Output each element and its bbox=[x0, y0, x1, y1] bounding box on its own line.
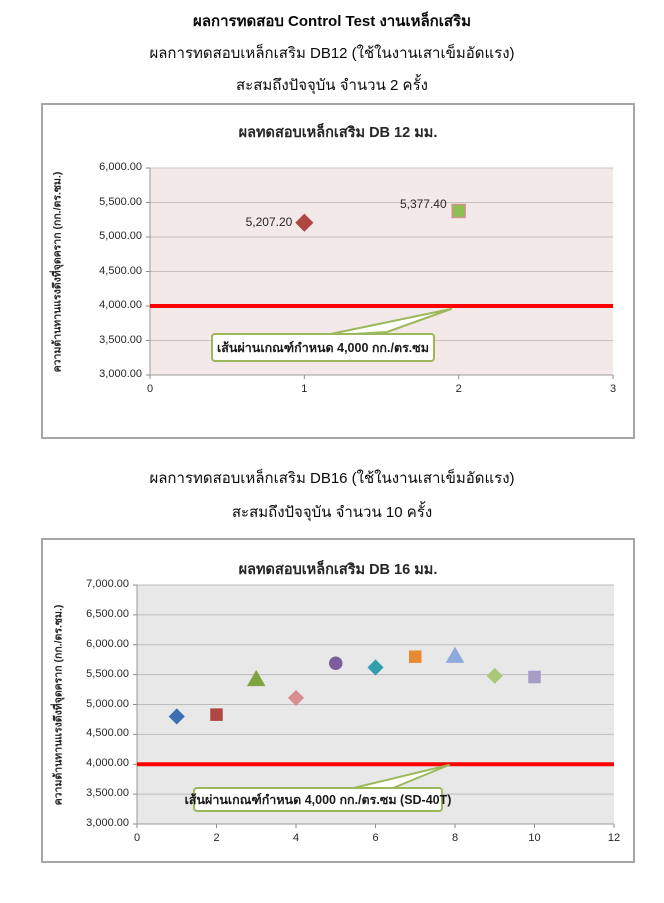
y-tick-label: 4,500.00 bbox=[99, 264, 142, 277]
report-subtitle-db16: ผลการทดสอบเหล็กเสริม DB16 (ใช้ในงานเสาเข… bbox=[149, 470, 515, 487]
data-point bbox=[295, 213, 314, 232]
threshold-callout-text: เส้นผ่านเกณฑ์กำหนด 4,000 กก./ตร.ซม (SD-4… bbox=[184, 792, 452, 807]
point-value-label: 5,207.20 bbox=[245, 214, 293, 229]
y-tick-label: 6,000.00 bbox=[86, 637, 129, 650]
chart-db16: ผลทดสอบเหล็กเสริม DB 16 มม. ความต้านทานแ… bbox=[41, 538, 635, 863]
data-point bbox=[409, 650, 422, 663]
y-tick-label: 4,000.00 bbox=[99, 299, 142, 311]
threshold-callout: เส้นผ่านเกณฑ์กำหนด 4,000 กก./ตร.ซม (SD-4… bbox=[185, 787, 451, 812]
y-tick-label: 6,000.00 bbox=[99, 161, 142, 173]
data-point bbox=[528, 670, 541, 684]
x-tick-label: 6 bbox=[372, 832, 379, 844]
data-point bbox=[329, 656, 343, 671]
report-count-db12: สะสมถึงปัจจุบัน จำนวน 2 ครั้ง bbox=[236, 77, 428, 94]
chart-db12: ผลทดสอบเหล็กเสริม DB 12 มม. ความต้านทานแ… bbox=[41, 103, 635, 439]
y-tick-label: 5,000.00 bbox=[86, 697, 129, 710]
y-tick-label: 3,000.00 bbox=[99, 368, 142, 380]
data-point bbox=[168, 708, 185, 725]
data-point bbox=[210, 708, 223, 721]
y-tick-label: 5,500.00 bbox=[86, 667, 129, 680]
y-tick-label: 5,000.00 bbox=[99, 230, 142, 242]
x-tick-label: 0 bbox=[146, 383, 154, 395]
y-tick-label: 4,000.00 bbox=[86, 757, 129, 770]
y-tick-label: 3,000.00 bbox=[86, 817, 129, 829]
x-tick-label: 2 bbox=[213, 832, 220, 844]
data-point bbox=[445, 646, 465, 663]
data-point bbox=[367, 659, 384, 676]
chart-title-db12: ผลทดสอบเหล็กเสริม DB 12 มม. bbox=[238, 125, 438, 141]
threshold-callout: เส้นผ่านเกณฑ์กำหนด 4,000 กก./ตร.ซม bbox=[211, 333, 435, 362]
x-tick-label: 2 bbox=[455, 383, 462, 395]
threshold-line bbox=[150, 304, 613, 308]
y-tick-label: 3,500.00 bbox=[99, 333, 142, 346]
report-count-db16: สะสมถึงปัจจุบัน จำนวน 10 ครั้ง bbox=[231, 504, 433, 521]
plot-area bbox=[133, 584, 615, 828]
x-tick-label: 8 bbox=[451, 832, 459, 844]
x-tick-label: 10 bbox=[528, 832, 541, 844]
report-title: ผลการทดสอบ Control Test งานเหล็กเสริม bbox=[193, 13, 471, 30]
y-tick-label: 3,500.00 bbox=[86, 787, 129, 800]
y-tick-label: 6,500.00 bbox=[86, 607, 129, 620]
data-point bbox=[287, 689, 305, 706]
x-tick-label: 0 bbox=[133, 832, 141, 844]
y-tick-label: 4,500.00 bbox=[86, 727, 129, 740]
y-tick-label: 5,500.00 bbox=[99, 195, 142, 208]
data-point bbox=[451, 203, 466, 219]
report-subtitle-db12: ผลการทดสอบเหล็กเสริม DB12 (ใช้ในงานเสาเข… bbox=[149, 45, 515, 62]
threshold-callout-text: เส้นผ่านเกณฑ์กำหนด 4,000 กก./ตร.ซม bbox=[217, 340, 429, 355]
x-tick-label: 3 bbox=[609, 383, 617, 395]
y-tick-label: 7,000.00 bbox=[86, 578, 129, 590]
x-tick-label: 12 bbox=[607, 832, 621, 844]
x-tick-label: 4 bbox=[292, 832, 300, 844]
point-value-label: 5,377.40 bbox=[399, 196, 447, 211]
data-point bbox=[246, 669, 266, 687]
chart-title-db16: ผลทดสอบเหล็กเสริม DB 16 มม. bbox=[238, 562, 438, 578]
data-point bbox=[486, 667, 503, 684]
threshold-line bbox=[137, 762, 614, 767]
x-tick-label: 1 bbox=[301, 383, 308, 395]
